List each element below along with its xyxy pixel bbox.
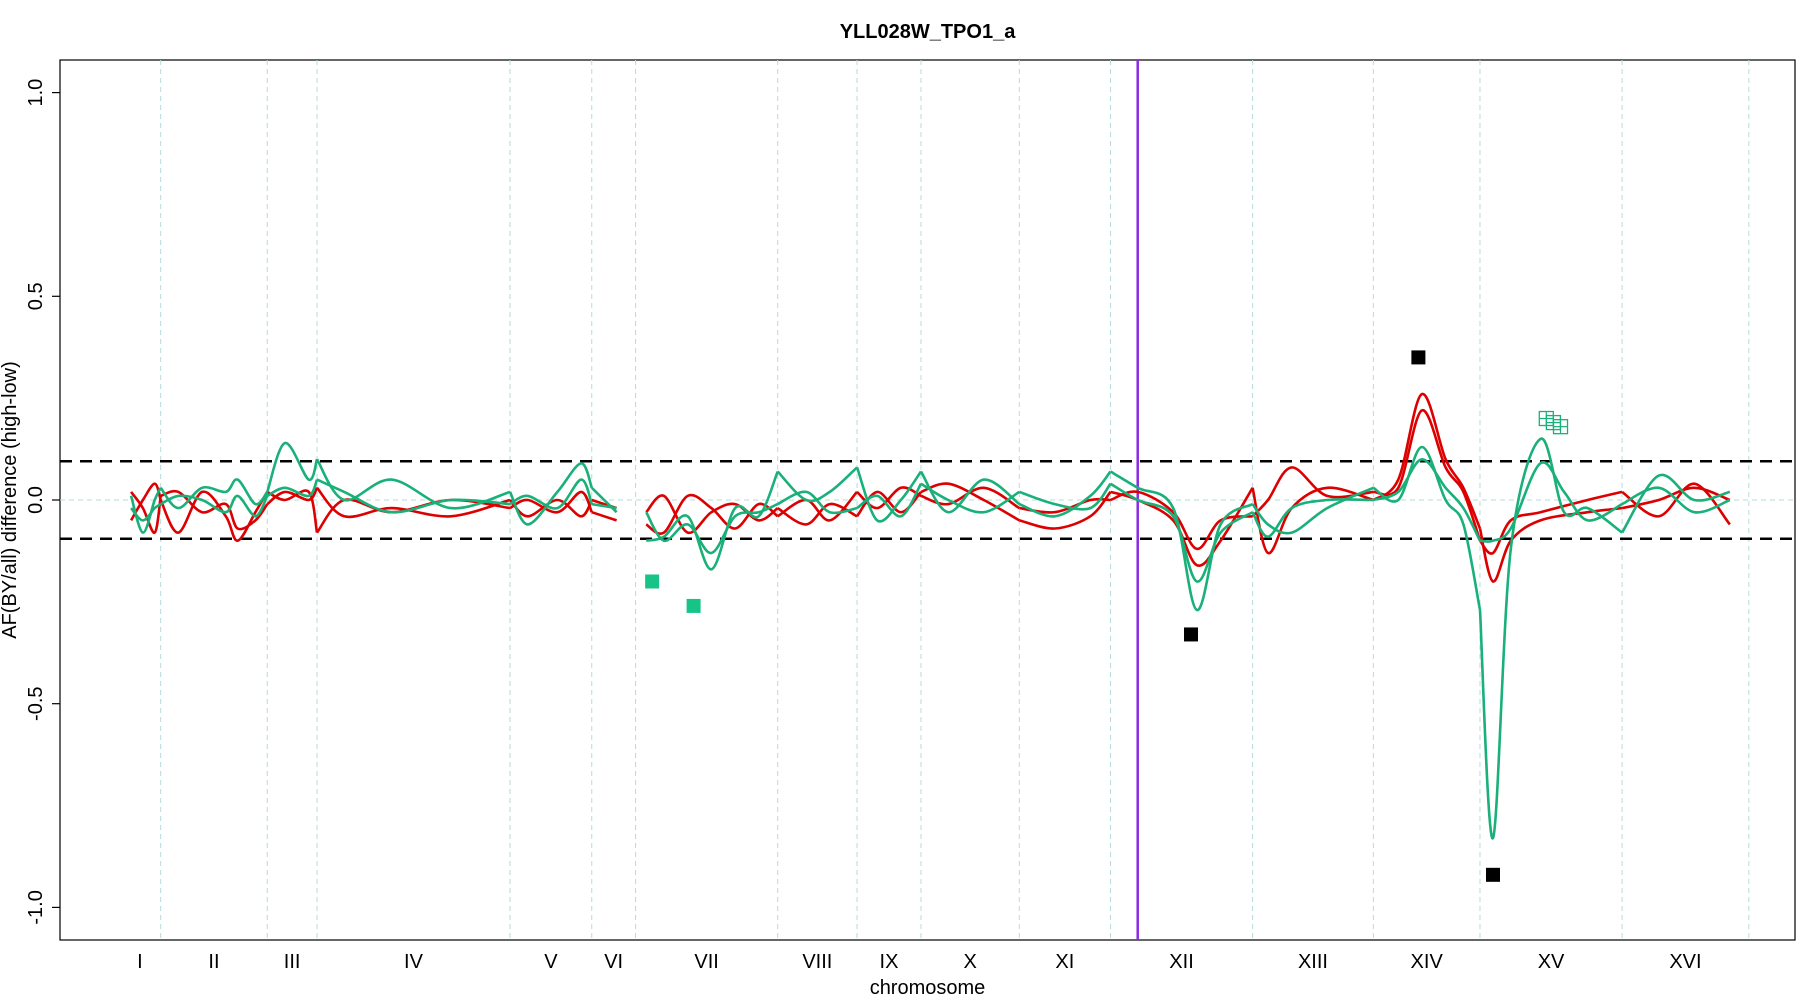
- series-line: [645, 494, 779, 534]
- series-line: [920, 482, 1020, 514]
- series-line: [776, 491, 858, 522]
- series-line: [159, 490, 269, 542]
- series-line: [645, 493, 779, 535]
- series-line: [1372, 458, 1482, 542]
- series-line: [1478, 437, 1623, 840]
- series-green-2: [129, 437, 1731, 840]
- series-line: [1018, 482, 1112, 511]
- x-axis-label: chromosome: [870, 977, 986, 999]
- series-line: [1479, 461, 1623, 543]
- marker-layer: [645, 350, 1569, 882]
- series-layer: [129, 392, 1731, 840]
- series-line: [777, 490, 858, 515]
- x-tick-label: VII: [694, 951, 718, 973]
- series-line: [1251, 486, 1374, 535]
- x-tick-label: V: [544, 951, 558, 973]
- x-tick-label: VI: [604, 951, 623, 973]
- series-line: [1620, 473, 1731, 534]
- series-line: [1018, 491, 1112, 530]
- series-line: [1373, 409, 1482, 542]
- x-tick-label: IV: [404, 951, 424, 973]
- y-tick-label: -0.5: [25, 686, 47, 720]
- series-line: [591, 502, 617, 510]
- series-line: [160, 489, 269, 531]
- series-line: [160, 494, 269, 518]
- peak-marker-open: [1552, 419, 1569, 435]
- series-line: [1109, 470, 1254, 612]
- series-line: [316, 478, 511, 514]
- x-tick-label: XI: [1055, 951, 1074, 973]
- series-line: [591, 510, 618, 522]
- series-line: [315, 458, 511, 510]
- series-line: [509, 478, 594, 510]
- series-line: [1109, 482, 1254, 583]
- series-line: [266, 479, 319, 498]
- series-line: [130, 502, 162, 522]
- series-line: [1372, 445, 1482, 611]
- series-line: [1372, 392, 1482, 529]
- x-tick-label: XIII: [1298, 951, 1328, 973]
- series-line: [919, 470, 1021, 514]
- peak-marker: [1411, 350, 1426, 365]
- x-tick-label: XV: [1538, 951, 1565, 973]
- series-line: [508, 462, 594, 526]
- series-line: [159, 478, 269, 510]
- x-axis: I II III IV V VI VII VIII IX X XI XII XIII XIV XV XVI: [137, 951, 1701, 973]
- series-line: [266, 487, 319, 506]
- series-line: [1251, 466, 1374, 518]
- x-tick-label: II: [208, 951, 219, 973]
- y-tick-label: 0.0: [25, 486, 47, 514]
- x-tick-label: IX: [880, 951, 899, 973]
- series-line: [920, 482, 1020, 522]
- series-red-1: [130, 409, 1731, 555]
- x-tick-label: X: [963, 951, 976, 973]
- x-tick-label: VIII: [802, 951, 832, 973]
- series-line: [1478, 490, 1623, 555]
- series-green-3: [130, 458, 1731, 583]
- series-line: [266, 441, 319, 493]
- series-line: [509, 490, 594, 514]
- y-axis: -1.0 -0.5 0.0 0.5 1.0: [25, 79, 60, 925]
- x-tick-label: I: [137, 951, 143, 973]
- y-tick-label: 1.0: [25, 79, 47, 107]
- series-line: [776, 466, 858, 503]
- series-line: [856, 483, 923, 518]
- y-tick-label: 0.5: [25, 282, 47, 310]
- y-axis-label: AF(BY/all) difference (high-low): [0, 361, 21, 639]
- peak-marker: [645, 574, 660, 589]
- x-tick-label: XIV: [1411, 951, 1444, 973]
- x-tick-label: XII: [1169, 951, 1193, 973]
- series-line: [590, 486, 618, 514]
- series-line: [315, 486, 511, 519]
- peak-marker: [1184, 627, 1199, 642]
- series-line: [1621, 486, 1731, 514]
- series-line: [1478, 506, 1623, 583]
- series-line: [855, 466, 923, 523]
- series-line: [645, 502, 779, 555]
- chart-title: YLL028W_TPO1_a: [840, 21, 1017, 43]
- x-tick-label: XVI: [1669, 951, 1701, 973]
- series-line: [1251, 498, 1374, 538]
- peak-marker: [686, 598, 701, 613]
- x-tick-label: III: [284, 951, 301, 973]
- series-line: [509, 498, 593, 518]
- peak-marker: [1486, 867, 1501, 882]
- y-tick-label: -1.0: [25, 890, 47, 924]
- series-line: [645, 470, 779, 571]
